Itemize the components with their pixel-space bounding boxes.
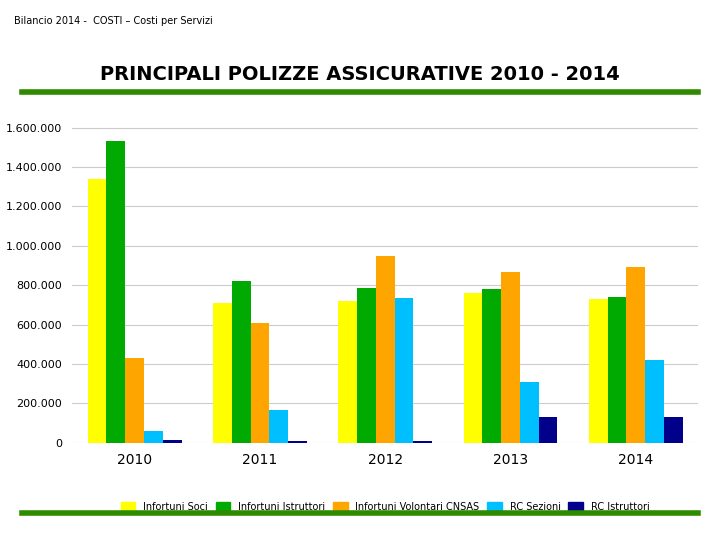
Bar bbox=[144, 431, 163, 443]
Bar bbox=[107, 141, 125, 443]
Bar bbox=[269, 410, 288, 443]
Bar bbox=[520, 382, 539, 443]
Bar bbox=[88, 179, 107, 443]
Bar bbox=[645, 360, 664, 443]
Bar bbox=[626, 267, 645, 443]
Bar bbox=[213, 303, 232, 443]
Bar bbox=[376, 256, 395, 443]
Bar bbox=[357, 288, 376, 443]
Bar bbox=[501, 273, 520, 443]
Text: PRINCIPALI POLIZZE ASSICURATIVE 2010 - 2014: PRINCIPALI POLIZZE ASSICURATIVE 2010 - 2… bbox=[100, 65, 620, 84]
Bar bbox=[125, 358, 144, 443]
Bar bbox=[464, 293, 482, 443]
Bar bbox=[482, 289, 501, 443]
Bar bbox=[608, 298, 626, 443]
Bar bbox=[232, 281, 251, 443]
Text: Bilancio 2014 -  COSTI – Costi per Servizi: Bilancio 2014 - COSTI – Costi per Serviz… bbox=[14, 16, 213, 26]
Legend: Infortuni Soci, Infortuni Istruttori, Infortuni Volontari CNSAS, RC Sezioni, RC : Infortuni Soci, Infortuni Istruttori, In… bbox=[117, 498, 654, 516]
Bar bbox=[539, 417, 557, 443]
Bar bbox=[664, 417, 683, 443]
Bar bbox=[395, 298, 413, 443]
Bar bbox=[163, 440, 181, 443]
Bar bbox=[338, 301, 357, 443]
Bar bbox=[589, 299, 608, 443]
Bar bbox=[288, 441, 307, 443]
Bar bbox=[413, 441, 432, 443]
Bar bbox=[251, 323, 269, 443]
